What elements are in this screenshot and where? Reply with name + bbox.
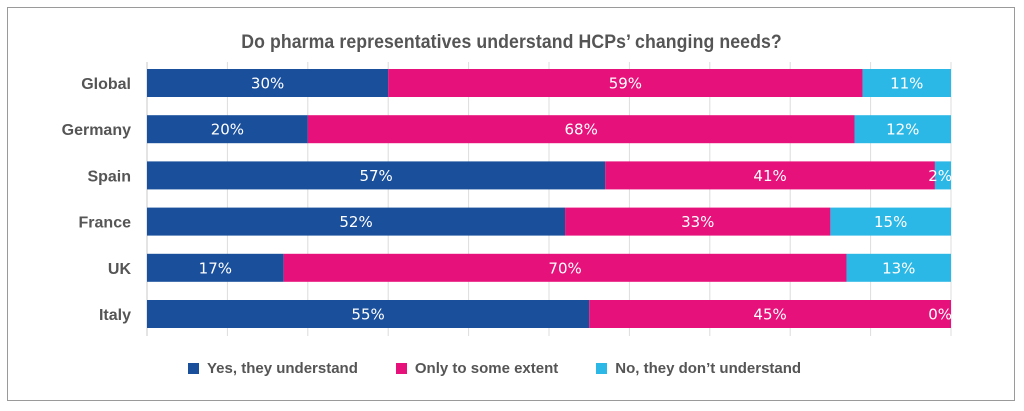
data-label: 0% [928, 306, 952, 324]
data-label: 30% [251, 75, 284, 93]
data-label: 52% [339, 213, 372, 231]
data-label: 2% [928, 167, 952, 185]
legend-item: Only to some extent [395, 359, 559, 377]
legend-label: Yes, they understand [207, 359, 358, 377]
legend-swatch [395, 362, 407, 374]
bar-segment [147, 253, 284, 282]
legend-item: Yes, they understand [188, 360, 358, 377]
data-label: 12% [886, 121, 919, 139]
data-label: 11% [890, 75, 923, 93]
bar-segment [862, 69, 951, 97]
bar-segment [846, 253, 951, 282]
category-label: Global [81, 76, 131, 93]
data-label: 17% [199, 259, 232, 277]
legend-item: No, they don’t understand [596, 360, 801, 377]
bar-segment [589, 300, 951, 328]
category-label: UK [108, 261, 132, 278]
data-label: 57% [359, 167, 392, 185]
category-label: Italy [99, 307, 131, 324]
chart-title: Do pharma representatives understand HCP… [241, 32, 782, 53]
legend-label: Only to some extent [414, 359, 559, 377]
bar-segment [283, 253, 847, 282]
data-label: 55% [351, 306, 384, 324]
data-label: 20% [211, 121, 244, 139]
bar-segment [388, 69, 863, 97]
data-label: 13% [882, 259, 915, 277]
chart-legend: Yes, they understand Only to some extent N… [188, 357, 839, 379]
data-label: 45% [753, 306, 786, 324]
bar-segment [147, 207, 566, 236]
bar-segment [854, 115, 951, 144]
bar-segment [605, 161, 935, 190]
category-label: France [79, 215, 132, 232]
bar-segment [565, 207, 831, 236]
bar-segment [307, 115, 855, 144]
data-label: 59% [609, 75, 642, 93]
bar-segment [830, 207, 951, 236]
data-label: 68% [564, 121, 597, 139]
bar-segment [147, 69, 389, 97]
bar-segment [147, 161, 606, 190]
data-label: 15% [874, 213, 907, 231]
data-label: 70% [548, 259, 581, 277]
data-label: 41% [753, 167, 786, 185]
bar-segment [147, 300, 590, 328]
category-label: Germany [62, 122, 131, 139]
data-label: 33% [681, 213, 714, 231]
category-label: Spain [87, 168, 131, 185]
bar-segment [147, 115, 308, 144]
bar-segment [934, 161, 951, 190]
legend-label: No, they don’t understand [615, 359, 802, 377]
legend-swatch [188, 362, 199, 374]
legend-swatch [596, 362, 608, 374]
